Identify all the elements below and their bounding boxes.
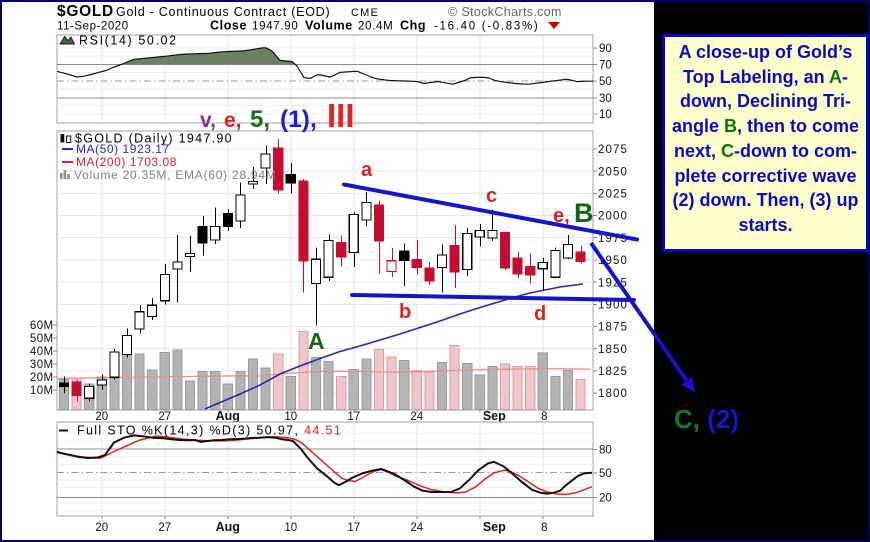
svg-text:$GOLD (Daily) 1947.90: $GOLD (Daily) 1947.90 [75,132,233,146]
svg-text:c: c [486,185,497,207]
svg-text:1800: 1800 [598,388,628,400]
svg-text:2050: 2050 [598,166,628,178]
svg-text:RSI(14) 50.02: RSI(14) 50.02 [79,34,178,48]
svg-text:40M: 40M [30,346,54,358]
svg-text:10: 10 [284,411,297,423]
svg-text:-16.40 (-0.83%): -16.40 (-0.83%) [434,21,539,33]
svg-text:(1),: (1), [280,106,317,133]
svg-text:2000: 2000 [598,211,628,223]
svg-text:CME: CME [351,7,379,19]
svg-text:v,: v, [200,109,216,132]
svg-text:1900: 1900 [598,300,628,312]
svg-text:17: 17 [347,522,360,534]
svg-text:Volume 20.35M, EMA(60) 28.94M: Volume 20.35M, EMA(60) 28.94M [74,168,277,182]
svg-text:Chg: Chg [400,19,426,33]
svg-text:20.4M: 20.4M [358,21,393,33]
svg-text:a: a [361,159,373,181]
svg-text:1875: 1875 [598,322,628,334]
svg-text:Sep: Sep [483,520,506,534]
svg-text:Close: Close [210,19,247,33]
svg-text:8: 8 [541,522,547,534]
svg-text:8: 8 [541,411,547,423]
svg-text:80: 80 [599,445,612,457]
svg-text:MA(50) 1923.17: MA(50) 1923.17 [76,142,170,156]
svg-text:MA(200) 1703.08: MA(200) 1703.08 [76,155,177,169]
svg-text:Sep: Sep [483,409,506,423]
svg-text:20M: 20M [30,372,54,384]
svg-text:1850: 1850 [598,344,628,356]
svg-text:1947.90: 1947.90 [252,21,298,33]
svg-text:20: 20 [95,411,108,423]
svg-text:10M: 10M [30,385,54,397]
svg-text:50: 50 [599,468,612,480]
svg-text:60M: 60M [30,320,54,332]
svg-text:20: 20 [95,522,108,534]
svg-text:III: III [327,97,355,134]
svg-text:20: 20 [599,493,612,505]
svg-text:27: 27 [158,522,171,534]
svg-text:17: 17 [347,411,360,423]
svg-text:e,: e, [553,205,570,227]
svg-text:Aug: Aug [216,520,240,534]
svg-text:24: 24 [410,522,423,534]
svg-text:d: d [534,303,546,325]
svg-text:90: 90 [599,43,612,55]
svg-text:e,: e, [224,109,242,132]
svg-text:11-Sep-2020: 11-Sep-2020 [57,21,129,33]
svg-text:2075: 2075 [598,144,628,156]
svg-text:Gold - Continuous Contract (EO: Gold - Continuous Contract (EOD) [116,5,330,19]
svg-text:1825: 1825 [598,366,628,378]
svg-text:A: A [308,328,325,354]
svg-text:27: 27 [158,411,171,423]
svg-text:24: 24 [410,411,423,423]
svg-text:10: 10 [284,522,297,534]
svg-text:Volume: Volume [305,19,353,33]
svg-text:50M: 50M [30,333,54,345]
svg-text:Full STO %K(14,3) %D(3) 50.97,: Full STO %K(14,3) %D(3) 50.97, 44.51 [77,424,342,438]
svg-text:B: B [574,198,594,228]
svg-text:30M: 30M [30,359,54,371]
svg-text:© StockCharts.com: © StockCharts.com [448,5,562,19]
svg-text:30: 30 [599,93,612,105]
svg-text:5,: 5, [250,106,270,133]
svg-text:10: 10 [599,109,612,121]
svg-text:b: b [399,301,411,323]
svg-text:70: 70 [599,60,612,72]
svg-text:50: 50 [599,76,612,88]
svg-text:$GOLD: $GOLD [57,3,114,20]
svg-text:Aug: Aug [216,409,240,423]
svg-text:2025: 2025 [598,189,628,201]
